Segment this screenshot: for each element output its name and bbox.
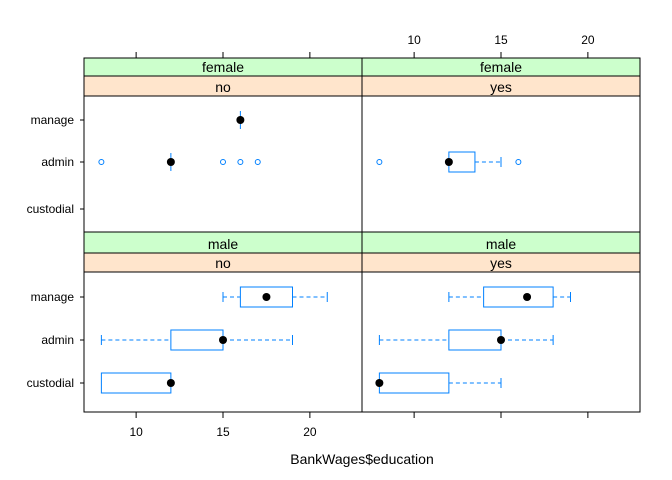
panel-3-manage-median-dot: [523, 293, 532, 301]
panel-3-strip-minority: [361, 252, 641, 273]
panel-3-custodial-median-dot: [375, 379, 384, 387]
y-tick-label-admin-bottom: admin: [41, 333, 74, 347]
panel-0-admin-median-dot: [166, 158, 175, 166]
panel-2-strip-minority-label: no: [215, 255, 231, 271]
x-tick-label-top-10: 10: [407, 33, 421, 47]
panel-2-admin-median-dot: [219, 336, 227, 344]
panel-1-admin-median-dot: [444, 158, 453, 166]
panel-0-admin-outlier-0: [98, 159, 105, 165]
panel-2-manage-median-dot: [262, 293, 271, 301]
panel-0-manage-median-dot: [236, 116, 245, 124]
y-tick-label-manage-top: manage: [31, 113, 75, 127]
x-tick-label-top-15: 15: [494, 33, 508, 47]
panel-3-strip-gender-label: male: [486, 236, 517, 252]
panel-0-strip-gender-label: female: [202, 59, 244, 75]
x-tick-label-bottom-20: 20: [303, 425, 317, 439]
panel-0-strip-minority-label: no: [215, 79, 231, 95]
panel-1-admin-outlier-0: [376, 159, 383, 165]
y-tick-label-custodial-bottom: custodial: [27, 376, 74, 390]
x-axis-label: BankWages$education: [290, 451, 433, 467]
x-tick-label-bottom-10: 10: [129, 425, 143, 439]
panel-0-admin-outlier-2: [237, 159, 244, 165]
y-tick-label-custodial-top: custodial: [27, 202, 74, 216]
panel-1-strip-minority: [361, 75, 641, 97]
panel-1-strip-gender-label: female: [480, 59, 522, 75]
panel-3-admin-median-dot: [497, 336, 505, 344]
y-tick-label-manage-bottom: manage: [31, 290, 75, 304]
panel-3-strip-minority-label: yes: [490, 255, 512, 271]
panel-0-admin-outlier-3: [254, 159, 261, 165]
panel-2-strip-gender-label: male: [208, 236, 239, 252]
x-tick-label-bottom-15: 15: [216, 425, 230, 439]
panel-2-custodial-median-dot: [166, 379, 175, 387]
panel-1-admin-outlier-1: [515, 159, 522, 165]
x-tick-label-top-20: 20: [581, 33, 595, 47]
panel-0-admin-outlier-1: [220, 159, 226, 165]
panel-1-strip-minority-label: yes: [490, 79, 512, 95]
y-tick-label-admin-top: admin: [41, 155, 74, 169]
